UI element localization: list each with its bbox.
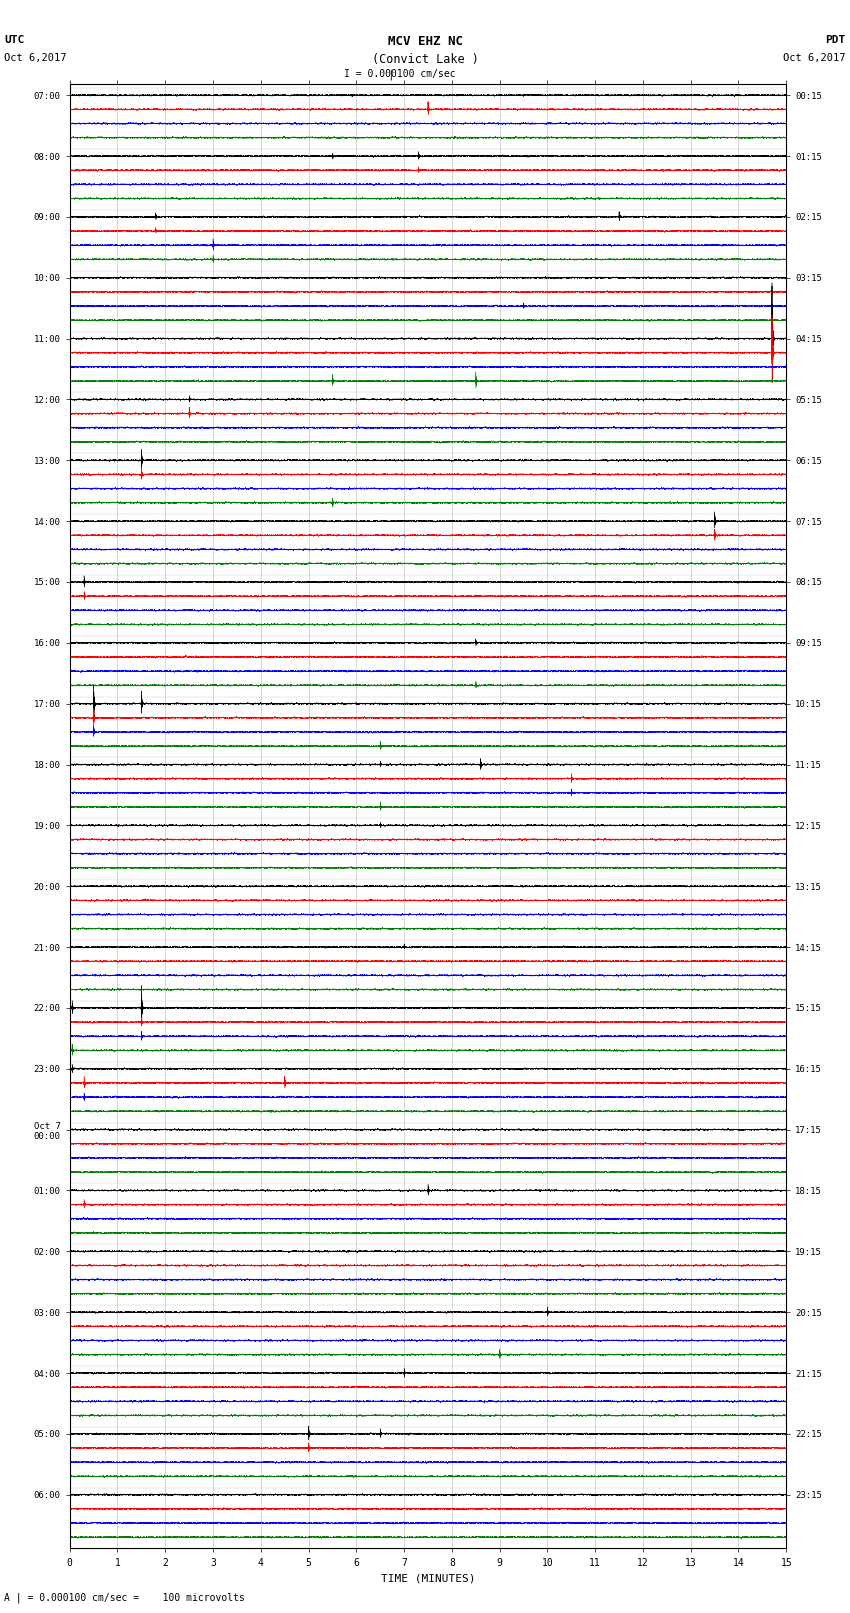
Text: PDT: PDT xyxy=(825,35,846,45)
Text: |: | xyxy=(387,69,394,81)
Text: I = 0.000100 cm/sec: I = 0.000100 cm/sec xyxy=(343,69,456,79)
Text: (Convict Lake ): (Convict Lake ) xyxy=(371,53,479,66)
Text: MCV EHZ NC: MCV EHZ NC xyxy=(388,35,462,48)
Text: UTC: UTC xyxy=(4,35,25,45)
X-axis label: TIME (MINUTES): TIME (MINUTES) xyxy=(381,1573,475,1582)
Text: Oct 6,2017: Oct 6,2017 xyxy=(4,53,67,63)
Text: A | = 0.000100 cm/sec =    100 microvolts: A | = 0.000100 cm/sec = 100 microvolts xyxy=(4,1592,245,1603)
Text: Oct 6,2017: Oct 6,2017 xyxy=(783,53,846,63)
